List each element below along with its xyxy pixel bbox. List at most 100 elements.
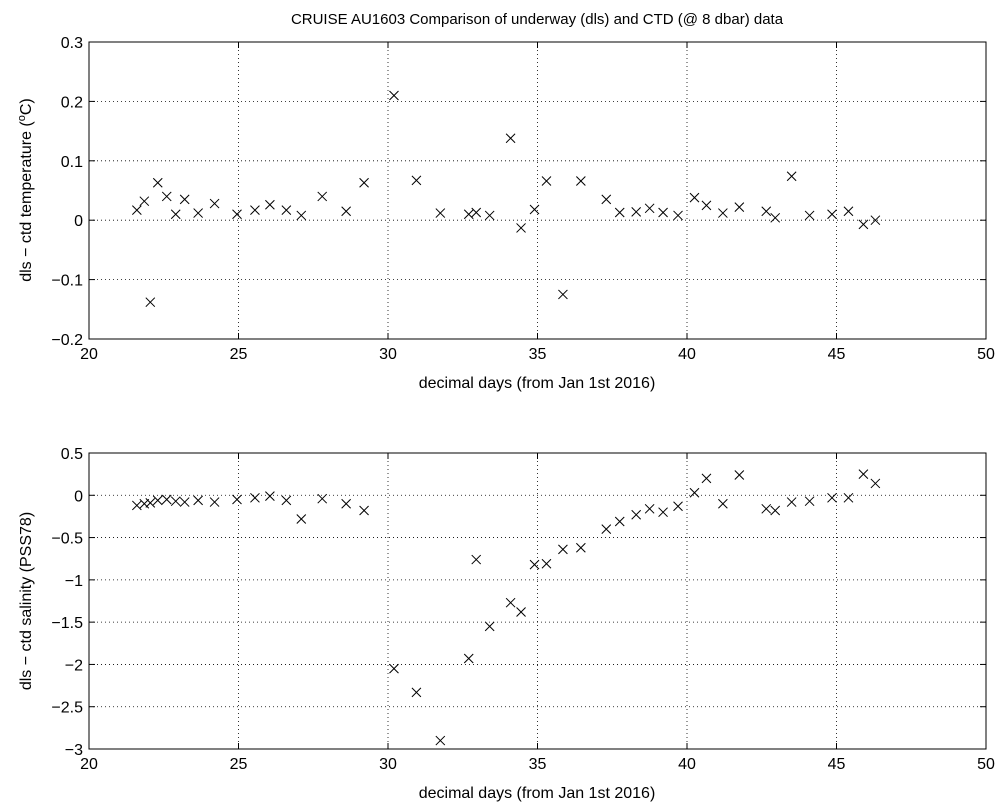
temperature-y-label-superscript: o bbox=[16, 115, 28, 121]
data-point-marker bbox=[658, 507, 668, 518]
data-point-marker bbox=[145, 498, 156, 508]
data-point-marker bbox=[786, 171, 797, 182]
x-tick-label: 45 bbox=[828, 756, 846, 773]
temperature-y-axis-label: dls − ctd temperature (oC) bbox=[16, 98, 35, 282]
x-tick-label: 30 bbox=[379, 756, 397, 773]
salinity-y-tick-labels: −3 −2.5 −2 −1.5 −1 −0.5 0 0.5 bbox=[51, 446, 83, 759]
x-tick-label: 40 bbox=[678, 346, 696, 363]
temperature-y-label-tail: C) bbox=[18, 98, 35, 115]
data-point-marker bbox=[152, 495, 163, 506]
y-tick-label: 0.5 bbox=[61, 446, 83, 463]
temperature-y-tick-labels: −0.2 −0.1 0 0.1 0.2 0.3 bbox=[51, 35, 83, 349]
data-point-marker bbox=[601, 194, 612, 205]
data-point-marker bbox=[541, 176, 552, 186]
data-point-marker bbox=[317, 191, 328, 202]
x-tick-label: 30 bbox=[379, 346, 397, 363]
data-point-marker bbox=[858, 469, 869, 479]
data-point-marker bbox=[734, 470, 745, 480]
data-point-marker bbox=[389, 90, 399, 101]
data-point-marker bbox=[179, 194, 190, 205]
temperature-x-axis-label: decimal days (from Jan 1st 2016) bbox=[419, 375, 656, 392]
x-tick-label: 20 bbox=[80, 756, 98, 773]
salinity-x-tick-labels: 20 25 30 35 40 45 50 bbox=[80, 756, 995, 773]
data-point-marker bbox=[411, 175, 422, 186]
data-point-marker bbox=[193, 495, 203, 506]
data-point-marker bbox=[161, 191, 172, 202]
data-point-marker bbox=[804, 496, 815, 507]
data-point-marker bbox=[265, 491, 275, 501]
data-point-marker bbox=[761, 503, 772, 514]
y-tick-label: 0 bbox=[74, 488, 83, 505]
y-tick-label: 0.3 bbox=[61, 35, 83, 52]
data-point-marker bbox=[265, 199, 275, 210]
data-point-marker bbox=[558, 544, 568, 555]
salinity-markers bbox=[131, 469, 881, 746]
data-point-marker bbox=[786, 497, 797, 507]
data-point-marker bbox=[673, 210, 683, 221]
x-tick-label: 40 bbox=[678, 756, 696, 773]
data-point-marker bbox=[145, 297, 156, 308]
data-point-marker bbox=[317, 493, 328, 504]
salinity-grid bbox=[89, 453, 986, 749]
temperature-x-tick-labels: 20 25 30 35 40 45 50 bbox=[80, 346, 995, 363]
data-point-marker bbox=[658, 207, 668, 218]
x-tick-label: 35 bbox=[529, 346, 547, 363]
data-point-marker bbox=[471, 554, 482, 565]
data-point-marker bbox=[843, 492, 854, 503]
data-point-marker bbox=[761, 206, 772, 217]
salinity-panel: −3 −2.5 −2 −1.5 −1 −0.5 0 0.5 20 25 30 35 40 45 50 de… bbox=[18, 446, 995, 802]
data-point-marker bbox=[516, 607, 526, 617]
data-point-marker bbox=[601, 524, 612, 534]
x-tick-label: 25 bbox=[230, 346, 248, 363]
x-tick-label: 35 bbox=[529, 756, 547, 773]
data-point-marker bbox=[435, 735, 446, 746]
data-point-marker bbox=[170, 209, 181, 220]
y-tick-label: −0.5 bbox=[51, 531, 83, 548]
data-point-marker bbox=[435, 208, 446, 218]
data-point-marker bbox=[341, 498, 351, 509]
data-point-marker bbox=[734, 202, 745, 212]
data-point-marker bbox=[232, 494, 242, 505]
data-point-marker bbox=[389, 663, 399, 674]
data-point-marker bbox=[161, 494, 172, 505]
data-point-marker bbox=[827, 492, 837, 503]
data-point-marker bbox=[505, 133, 516, 144]
data-point-marker bbox=[718, 498, 728, 509]
data-point-marker bbox=[484, 210, 495, 221]
data-point-marker bbox=[281, 205, 292, 215]
data-point-marker bbox=[139, 498, 150, 509]
data-point-marker bbox=[870, 215, 881, 226]
data-point-marker bbox=[505, 597, 516, 608]
data-point-marker bbox=[471, 207, 482, 218]
data-point-marker bbox=[701, 473, 712, 484]
data-point-marker bbox=[250, 492, 260, 503]
temperature-grid bbox=[89, 42, 986, 339]
y-tick-label: 0.2 bbox=[61, 94, 83, 111]
salinity-x-axis-label: decimal days (from Jan 1st 2016) bbox=[419, 785, 656, 802]
y-tick-label: −2.5 bbox=[51, 700, 83, 717]
temperature-ticks bbox=[88, 41, 987, 340]
x-tick-label: 20 bbox=[80, 346, 98, 363]
data-point-marker bbox=[484, 621, 495, 632]
data-point-marker bbox=[152, 177, 163, 188]
salinity-y-axis-label: dls − ctd salinity (PSS78) bbox=[18, 512, 35, 690]
salinity-ticks bbox=[88, 452, 987, 750]
temperature-panel: −0.2 −0.1 0 0.1 0.2 0.3 20 25 30 35 40 45 50 decima… bbox=[16, 35, 995, 392]
data-point-marker bbox=[250, 205, 260, 215]
data-point-marker bbox=[804, 210, 815, 221]
data-point-marker bbox=[673, 501, 683, 512]
data-point-marker bbox=[359, 177, 369, 188]
data-point-marker bbox=[541, 558, 552, 569]
y-tick-label: 0.1 bbox=[61, 154, 83, 171]
data-point-marker bbox=[193, 208, 203, 218]
temperature-y-label-main: dls − ctd temperature ( bbox=[18, 121, 35, 282]
data-point-marker bbox=[843, 206, 854, 217]
data-point-marker bbox=[770, 212, 781, 223]
data-point-marker bbox=[631, 207, 642, 217]
data-point-marker bbox=[131, 500, 142, 511]
data-point-marker bbox=[631, 509, 642, 520]
data-point-marker bbox=[131, 205, 142, 215]
data-point-marker bbox=[858, 219, 869, 230]
data-point-marker bbox=[576, 542, 586, 553]
